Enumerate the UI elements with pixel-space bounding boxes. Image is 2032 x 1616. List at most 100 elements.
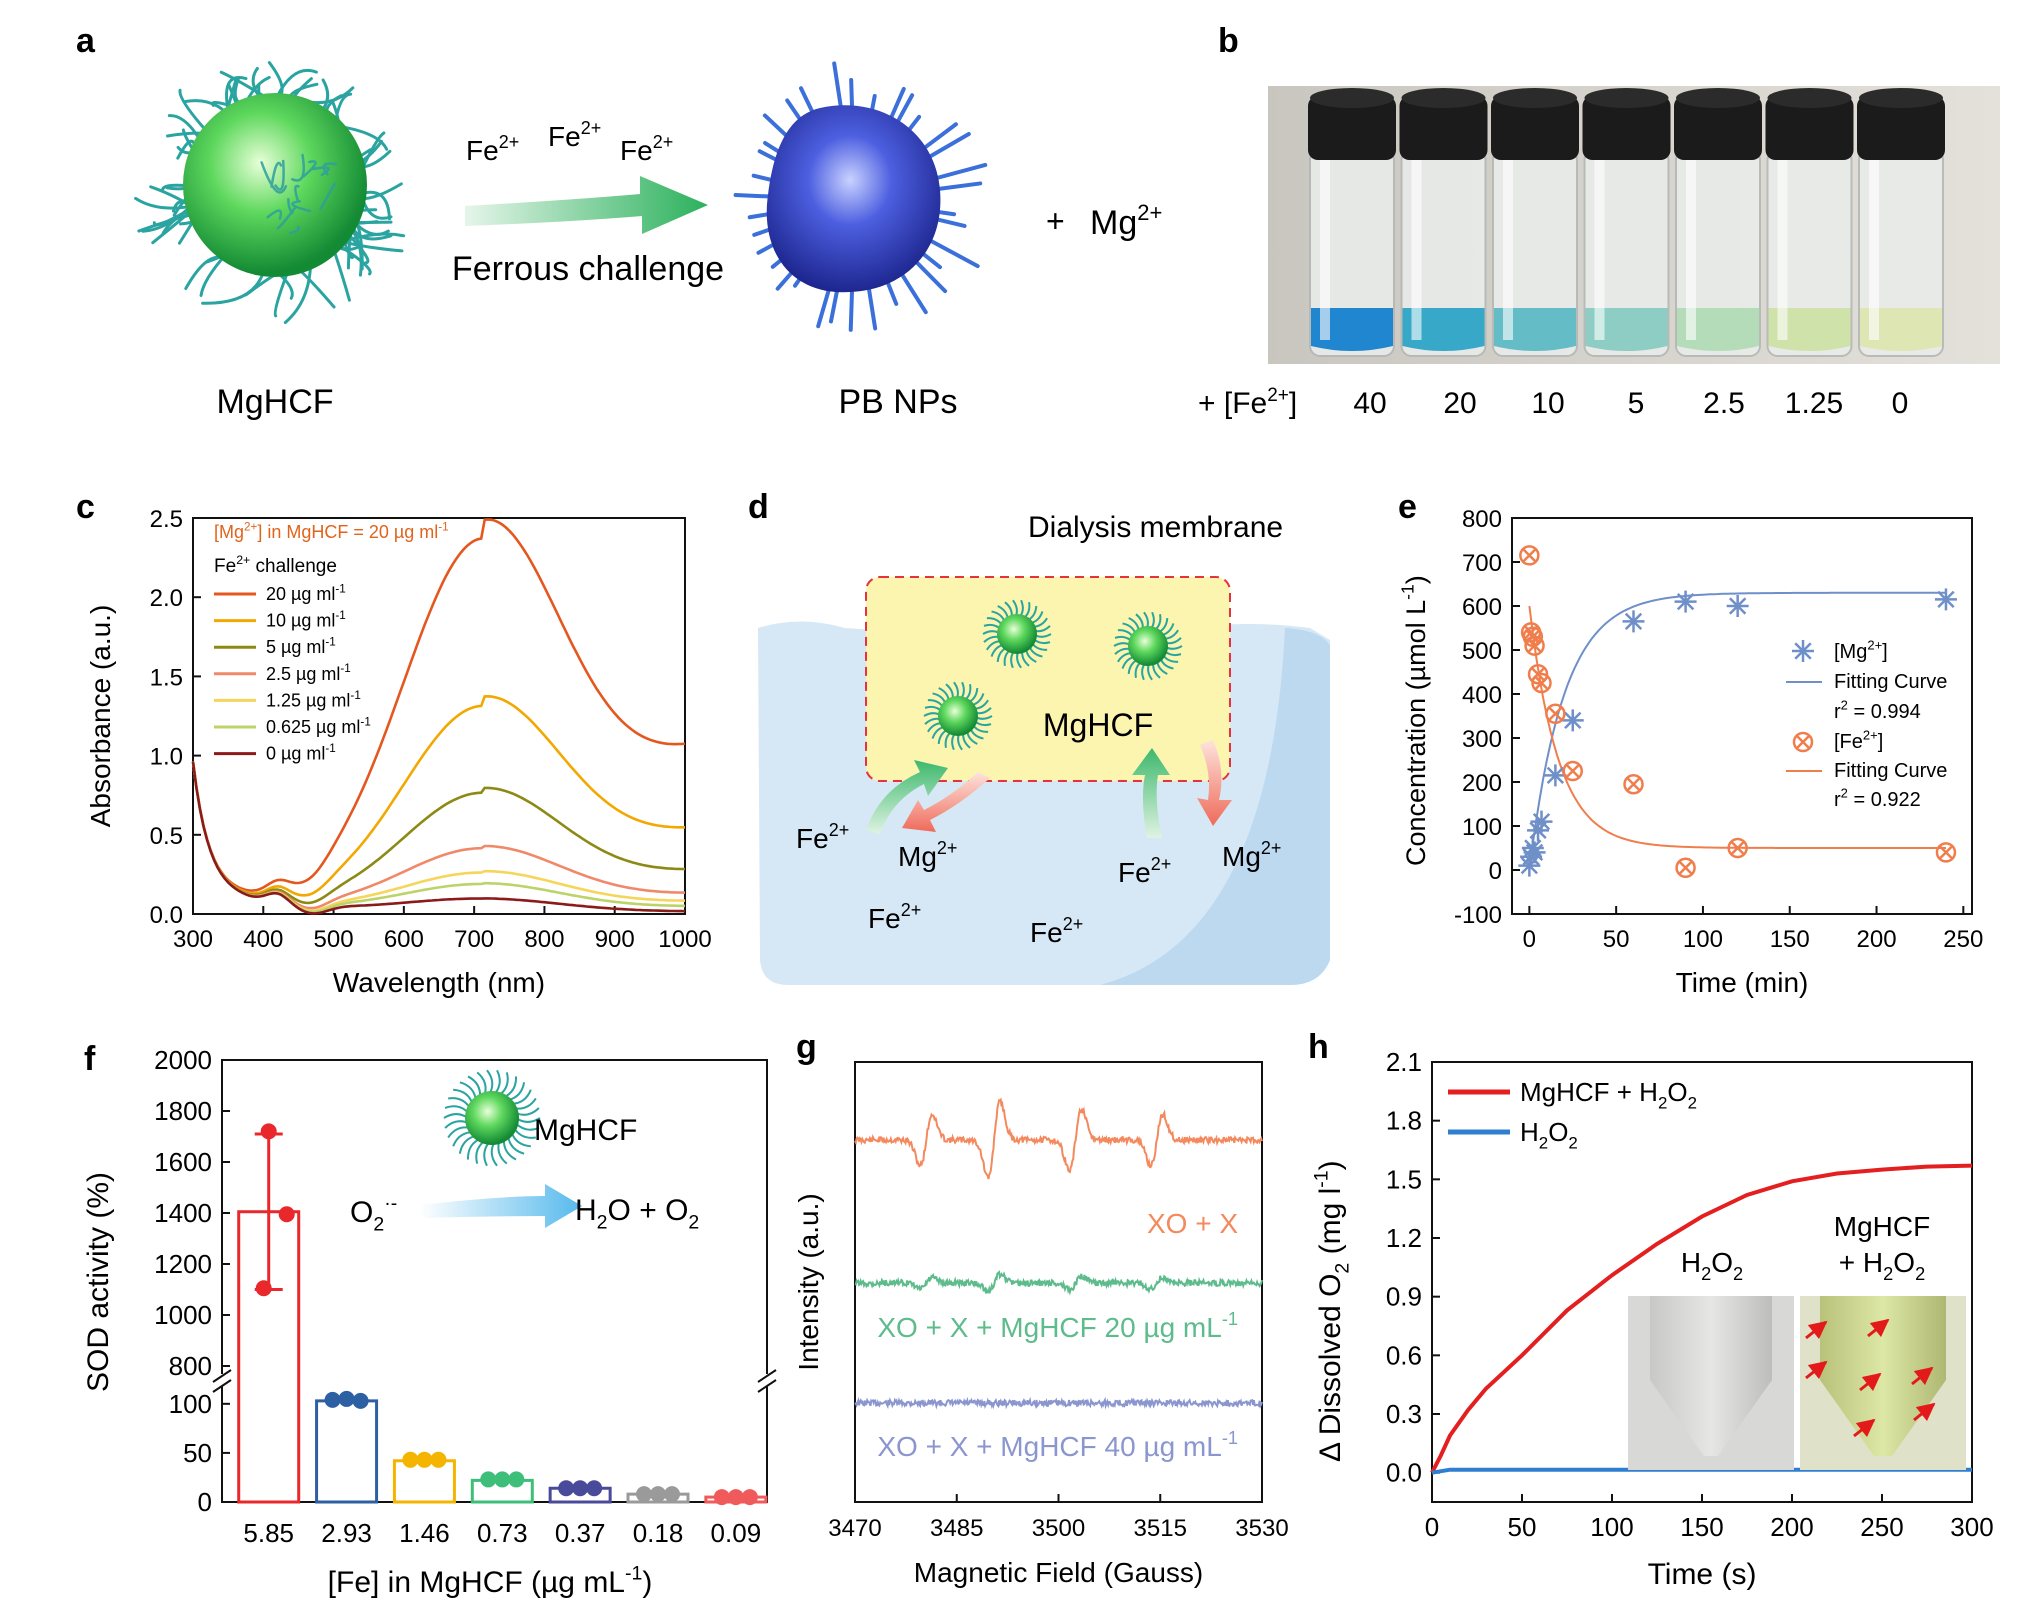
panel-label-a: a: [76, 22, 96, 60]
sod-y-tick-50: 50: [183, 1438, 212, 1468]
sod-bar-2.93: [315, 1399, 379, 1504]
sod-replicate-0.37-2: [586, 1480, 603, 1497]
sod-replicate-0.73-2: [508, 1471, 525, 1488]
o2-x-tick-200: 200: [1770, 1512, 1813, 1542]
sod-y-tick-1800: 1800: [154, 1096, 212, 1126]
panel-c: c 300 400 500 600 700 800 900 1000 0.0 0.5 1.0 1.5 2…: [76, 488, 712, 998]
vial-label-0: 0: [1892, 387, 1909, 420]
uv-vis-chart: 300 400 500 600 700 800 900 1000 0.0 0.5 1.0 1.5 2.0…: [85, 506, 712, 998]
kin-y-tick-800: 800: [1462, 506, 1502, 533]
mg-efflux-arrow-left: [902, 772, 990, 832]
uv-mg-note: [Mg2+] in MgHCF = 20 µg ml-1: [214, 520, 449, 542]
epr-spectra-chart: 3470 3485 3500 3515 3530 Magnetic Field (Gaus…: [793, 1061, 1289, 1588]
fe-concentration-row-label: + [Fe2+]: [1198, 385, 1297, 420]
uv-x-tick-1000: 1000: [658, 926, 711, 953]
sod-y-axis-label: SOD activity (%): [82, 1172, 115, 1392]
sod-replicate-5.85-2: [255, 1280, 272, 1297]
uv-legend-entry-5: 0.625 µg ml-1: [266, 715, 371, 737]
epr-x-tick-3515: 3515: [1134, 1515, 1187, 1542]
mg-point-4: [1527, 819, 1550, 842]
panel-e: e 0 50 100 150 200 250 -100 0 100 200 300 400 500 600…: [1398, 488, 1984, 998]
mghcf-nanoparticle-icon: [134, 61, 406, 324]
panel-label-h: h: [1308, 1028, 1329, 1066]
o2-x-axis-label: Time (s): [1648, 1558, 1757, 1591]
vial-label-20: 20: [1443, 387, 1476, 420]
ferrous-challenge-label: Ferrous challenge: [452, 250, 724, 288]
svg-text:Fe2+: Fe2+: [620, 132, 673, 166]
sod-replicate-0.73-0: [480, 1471, 497, 1488]
vial-label-40: 40: [1353, 387, 1386, 420]
pb-nanoparticle-icon: [733, 61, 988, 332]
sod-inset-reactant: O2·-: [350, 1192, 397, 1235]
uv-legend-entry-0: 20 µg ml-1: [266, 582, 346, 604]
mg-fitting-curve: [1528, 591, 1946, 871]
epr-x-axis-label: Magnetic Field (Gauss): [914, 1557, 1203, 1588]
svg-text:Fe2+: Fe2+: [796, 820, 849, 854]
plus-sign: +: [1046, 203, 1065, 239]
sod-inset-product: H2O + O2: [575, 1194, 699, 1233]
uv-legend-entry-4: 1.25 µg ml-1: [266, 689, 361, 711]
mg-point-3: [1523, 841, 1546, 864]
kin-y-tick-700: 700: [1462, 550, 1502, 577]
uv-y-tick-0.5: 0.5: [150, 823, 183, 850]
bubble-arrow-0: [1805, 1320, 1828, 1340]
o2-y-tick-1.8: 1.8: [1386, 1106, 1422, 1136]
panel-label-b: b: [1218, 22, 1239, 60]
o2-y-tick-1.5: 1.5: [1386, 1164, 1422, 1194]
axis-break-left-b: [212, 1379, 232, 1393]
o2-tube-photo-inset: H2O2 MgHCF + H2O2: [1628, 1211, 1966, 1470]
sod-replicate-5.85-1: [278, 1206, 295, 1223]
uv-legend-title: Fe2+ challenge: [214, 553, 337, 577]
uv-x-tick-500: 500: [314, 926, 354, 953]
tube-label-mghcf-1: MgHCF: [1834, 1211, 1930, 1242]
mg-point-5: [1530, 810, 1553, 833]
sod-x-axis-label: [Fe] in MgHCF (µg mL-1): [328, 1562, 653, 1599]
uv-y-tick-0.0: 0.0: [150, 902, 183, 929]
panel-h: h 0 50 100 150 200 250 300 0.0 0.3 0.6 0.9 1.2 1.5 1.…: [1308, 1028, 1994, 1591]
panel-label-c: c: [76, 488, 95, 526]
mg-ion-product: Mg2+: [1090, 200, 1162, 242]
pb-nps-caption: PB NPs: [838, 383, 957, 421]
panel-f: f 0 50 100 800 1000 1200 1400 1600 1800 2000 SOD a…: [82, 1040, 777, 1599]
fe-ion-labels: Fe2+ Fe2+ Fe2+: [466, 118, 673, 166]
epr-label-1: XO + X + MgHCF 20 µg mL-1: [877, 1309, 1238, 1343]
o2-x-tick-150: 150: [1680, 1512, 1723, 1542]
panel-label-d: d: [748, 488, 769, 526]
panel-d: d Dialysis membrane MgHCF Fe2+ Mg2+ Fe2+…: [748, 488, 1330, 985]
axis-break-left-a: [212, 1369, 232, 1383]
sod-x-tick-0.18: 0.18: [633, 1518, 684, 1548]
uv-x-axis-label: Wavelength (nm): [333, 967, 545, 998]
fe-point-10: [1727, 837, 1748, 859]
sod-activity-chart: 0 50 100 800 1000 1200 1400 1600 1800 2000 SOD act…: [82, 1045, 777, 1599]
epr-trace-0: [854, 1097, 1263, 1180]
panel-label-e: e: [1398, 488, 1417, 526]
uv-curve-1: [191, 694, 685, 897]
epr-x-tick-3530: 3530: [1235, 1515, 1288, 1542]
uv-x-tick-600: 600: [384, 926, 424, 953]
sod-x-tick-1.46: 1.46: [399, 1518, 450, 1548]
uv-x-tick-900: 900: [595, 926, 635, 953]
sod-replicate-0.09-2: [741, 1489, 758, 1506]
vial-10: [1491, 88, 1579, 357]
bubble-arrow-3: [1859, 1372, 1882, 1392]
sod-x-tick-0.37: 0.37: [555, 1518, 606, 1548]
kin-legend-mg: [Mg2+]: [1834, 638, 1888, 663]
mg-efflux-arrow-right: [1197, 740, 1232, 826]
beaker-wall-shade: [1100, 628, 1330, 985]
ferrous-challenge-arrow: [465, 176, 708, 234]
o2-x-tick-100: 100: [1590, 1512, 1633, 1542]
uv-legend-entry-2: 5 µg ml-1: [266, 636, 336, 658]
sod-y-tick-1200: 1200: [154, 1249, 212, 1279]
kin-y-axis-label: Concentration (µmol L-1): [1398, 575, 1431, 866]
o2-y-tick-1.2: 1.2: [1386, 1223, 1422, 1253]
sod-mghcf-icon: [465, 1091, 519, 1145]
bag-mghcf-label: MgHCF: [1043, 707, 1153, 743]
uv-curve-0: [191, 518, 686, 892]
o2-y-tick-2.1: 2.1: [1386, 1047, 1422, 1077]
o2-x-tick-50: 50: [1508, 1512, 1537, 1542]
sod-y-tick-800: 800: [169, 1351, 212, 1381]
sod-replicate-2.93-2: [352, 1392, 369, 1409]
epr-trace-1: [854, 1270, 1263, 1296]
sod-replicate-1.46-2: [430, 1451, 447, 1468]
svg-text:Fe2+: Fe2+: [548, 118, 601, 152]
